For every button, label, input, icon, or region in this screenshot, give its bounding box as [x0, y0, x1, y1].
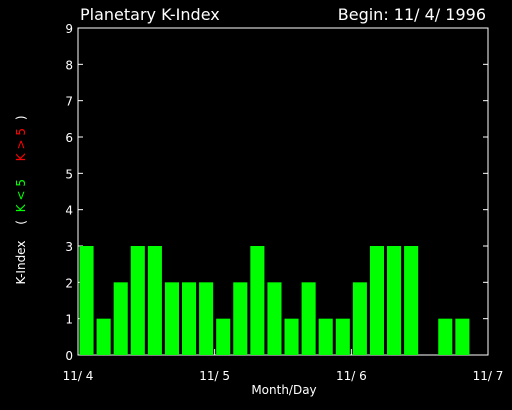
y-axis-ticks: 0 1 2 3 4 5 6 7 8 9 — [65, 22, 488, 363]
x-tick-label: 11/ 6 — [336, 369, 367, 383]
y-tick-label: 7 — [65, 95, 73, 109]
k-index-bar — [352, 282, 367, 355]
k-index-bar — [318, 318, 333, 355]
k-index-bar — [233, 282, 248, 355]
y-tick-label: 1 — [65, 313, 73, 327]
chart-subtitle: Begin: 11/ 4/ 1996 — [338, 5, 486, 24]
x-axis-label: Month/Day — [251, 383, 316, 397]
k-index-bar — [199, 282, 214, 355]
k-index-bar — [96, 318, 111, 355]
x-tick-label: 11/ 4 — [63, 369, 94, 383]
y-axis-label-high: K > 5 — [14, 128, 28, 161]
y-tick-label: 6 — [65, 131, 73, 145]
k-index-bar — [455, 318, 470, 355]
k-index-bar — [250, 246, 265, 355]
y-tick-label: 9 — [65, 22, 73, 36]
y-tick-label: 3 — [65, 240, 73, 254]
x-tick-label: 11/ 7 — [473, 369, 504, 383]
y-tick-label: 5 — [65, 167, 73, 181]
k-index-bar — [267, 282, 282, 355]
bar-series — [79, 246, 470, 355]
k-index-bar — [335, 318, 350, 355]
x-axis-ticks: 11/ 4 11/ 5 11/ 6 11/ 7 — [63, 349, 504, 383]
k-index-bar — [438, 318, 453, 355]
k-index-bar — [404, 246, 419, 355]
k-index-bar — [301, 282, 316, 355]
k-index-bar — [147, 246, 162, 355]
y-axis-label-open-paren: ( — [14, 220, 28, 225]
k-index-bar — [369, 246, 384, 355]
x-tick-label: 11/ 5 — [199, 369, 230, 383]
k-index-bar — [216, 318, 231, 355]
k-index-bar — [130, 246, 145, 355]
y-tick-label: 4 — [65, 204, 73, 218]
chart-title: Planetary K-Index — [80, 5, 220, 24]
k-index-bar — [79, 246, 94, 355]
svg-text:K-Index ( K < 5: K-Index ( K < 5 K > 5 ) — [14, 115, 28, 284]
k-index-bar — [387, 246, 402, 355]
k-index-bar — [164, 282, 179, 355]
y-axis-label-close-paren: ) — [14, 115, 28, 120]
k-index-bar — [182, 282, 197, 355]
y-axis-label-low: K < 5 — [14, 179, 28, 212]
y-axis-label-main: K-Index — [14, 241, 28, 285]
y-tick-label: 0 — [65, 349, 73, 363]
plot-frame — [77, 27, 489, 356]
y-axis-label: K-Index ( K < 5 K > 5 ) — [14, 115, 28, 284]
k-index-bar — [113, 282, 128, 355]
k-index-bar — [284, 318, 299, 355]
y-tick-label: 2 — [65, 276, 73, 290]
y-tick-label: 8 — [65, 58, 73, 72]
